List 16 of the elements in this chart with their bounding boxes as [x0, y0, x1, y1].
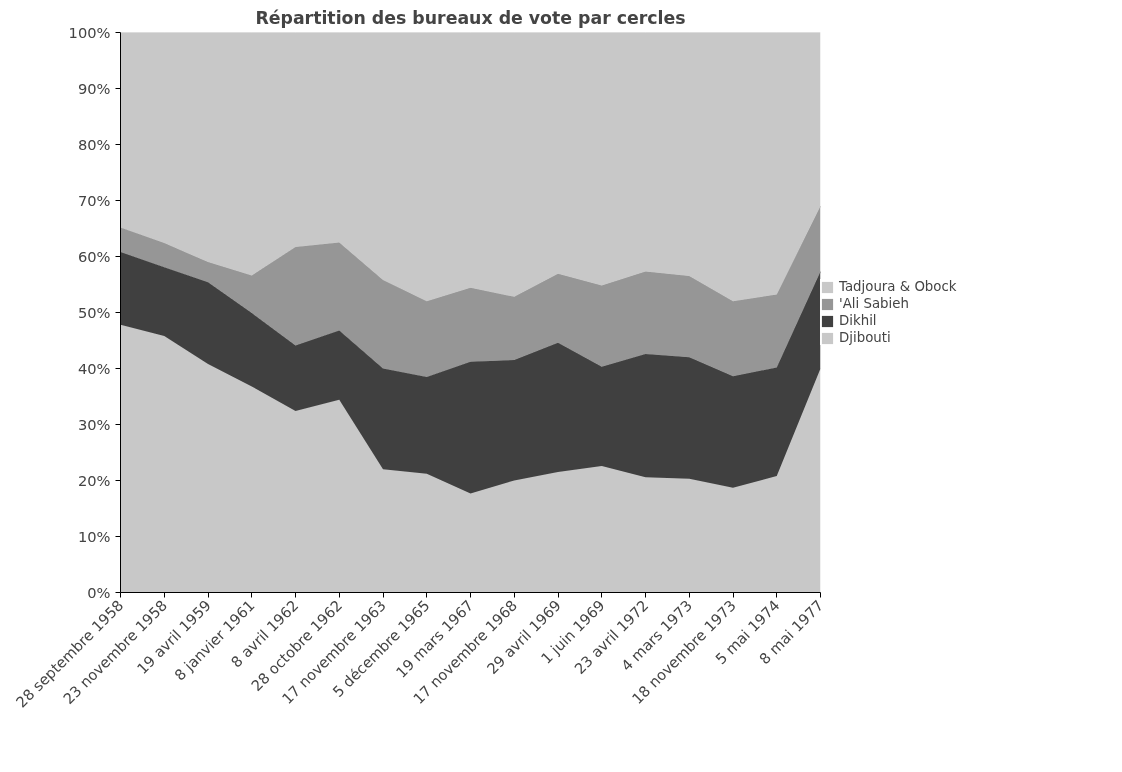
y-tick-label: 0% — [87, 584, 111, 601]
series-label: 'Ali Sabieh — [839, 296, 909, 311]
chart-title: Répartition des bureaux de vote par cercles — [255, 7, 686, 28]
y-tick-label: 40% — [77, 360, 111, 377]
y-tick-label: 100% — [68, 24, 111, 41]
y-tick-label: 20% — [77, 472, 111, 489]
y-tick-label: 10% — [77, 528, 111, 545]
series-label: Dikhil — [839, 313, 877, 328]
y-tick-label: 70% — [77, 192, 111, 209]
series-label: Tadjoura & Obock — [839, 279, 957, 294]
text: Djibouti — [839, 330, 891, 345]
y-tick-label: 50% — [77, 304, 111, 321]
y-tick-label: 90% — [77, 80, 111, 97]
y-tick-label: 60% — [77, 248, 111, 265]
y-tick-label: 30% — [77, 416, 111, 433]
y-tick-label: 80% — [77, 136, 111, 153]
